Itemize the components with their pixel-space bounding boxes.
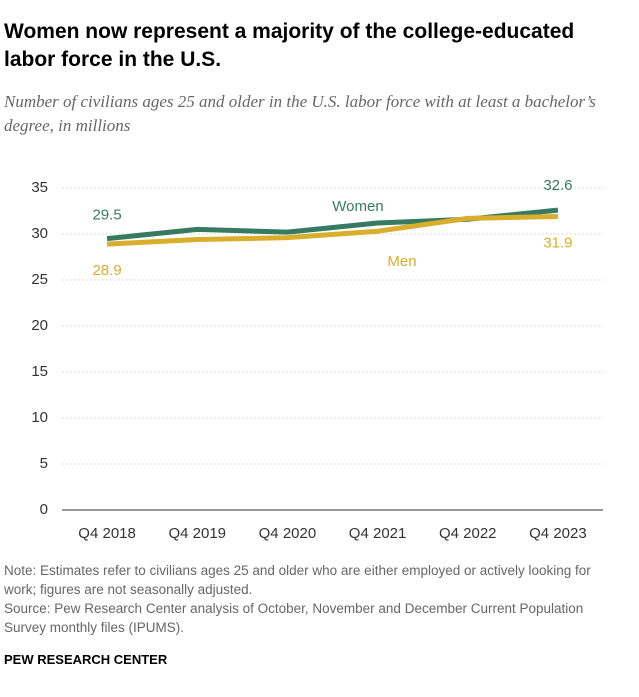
- x-tick-label: Q4 2020: [259, 525, 317, 542]
- x-tick-label: Q4 2023: [529, 525, 587, 542]
- chart-title: Women now represent a majority of the co…: [4, 20, 575, 71]
- chart-subtitle: Number of civilians ages 25 and older in…: [4, 92, 596, 135]
- y-tick-label: 15: [31, 363, 48, 380]
- series-label: Men: [387, 253, 416, 270]
- data-label: 31.9: [543, 234, 572, 251]
- source: Source: Pew Research Center analysis of …: [4, 601, 584, 635]
- data-label: 32.6: [543, 177, 572, 194]
- brand: PEW RESEARCH CENTER: [4, 652, 168, 667]
- y-tick-label: 20: [31, 317, 48, 334]
- series-label: Women: [332, 198, 383, 215]
- y-tick-label: 10: [31, 409, 48, 426]
- x-tick-label: Q4 2019: [168, 525, 226, 542]
- data-label: 29.5: [92, 207, 121, 224]
- y-tick-label: 30: [31, 225, 48, 242]
- x-tick-label: Q4 2018: [78, 525, 136, 542]
- y-tick-label: 25: [31, 271, 48, 288]
- x-tick-label: Q4 2021: [349, 525, 407, 542]
- y-tick-label: 5: [40, 455, 48, 472]
- note: Note: Estimates refer to civilians ages …: [4, 563, 591, 597]
- y-tick-label: 35: [31, 179, 48, 196]
- y-tick-label: 0: [40, 501, 48, 518]
- line: [106, 214, 558, 247]
- x-tick-label: Q4 2022: [439, 525, 497, 542]
- data-label: 28.9: [92, 262, 121, 279]
